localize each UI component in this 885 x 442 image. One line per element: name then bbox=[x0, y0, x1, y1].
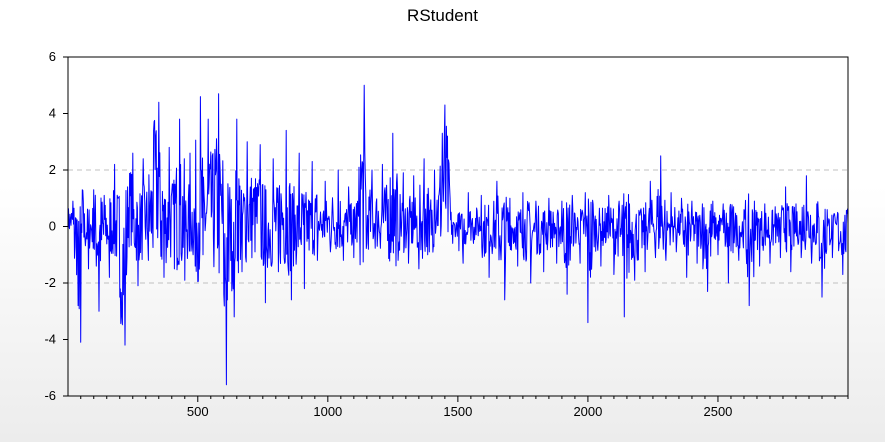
x-tick-label: 2000 bbox=[573, 404, 602, 419]
y-tick-label: -4 bbox=[44, 332, 56, 347]
y-tick-label: 4 bbox=[49, 106, 56, 121]
x-tick-label: 2500 bbox=[703, 404, 732, 419]
y-tick-label: -2 bbox=[44, 275, 56, 290]
y-tick-label: 6 bbox=[49, 49, 56, 64]
chart-title: RStudent bbox=[407, 6, 478, 25]
x-tick-label: 1500 bbox=[443, 404, 472, 419]
series-line bbox=[67, 84, 849, 386]
y-tick-label: 0 bbox=[49, 219, 56, 234]
y-tick-label: 2 bbox=[49, 162, 56, 177]
y-tick-label: -6 bbox=[44, 388, 56, 403]
x-tick-label: 500 bbox=[187, 404, 209, 419]
x-tick-label: 1000 bbox=[313, 404, 342, 419]
series-layer bbox=[67, 84, 849, 386]
axes: -6 -4 -2 0 2 4 6 500 1000 1500 2000 2500 bbox=[44, 49, 849, 419]
reference-lines bbox=[68, 169, 848, 284]
